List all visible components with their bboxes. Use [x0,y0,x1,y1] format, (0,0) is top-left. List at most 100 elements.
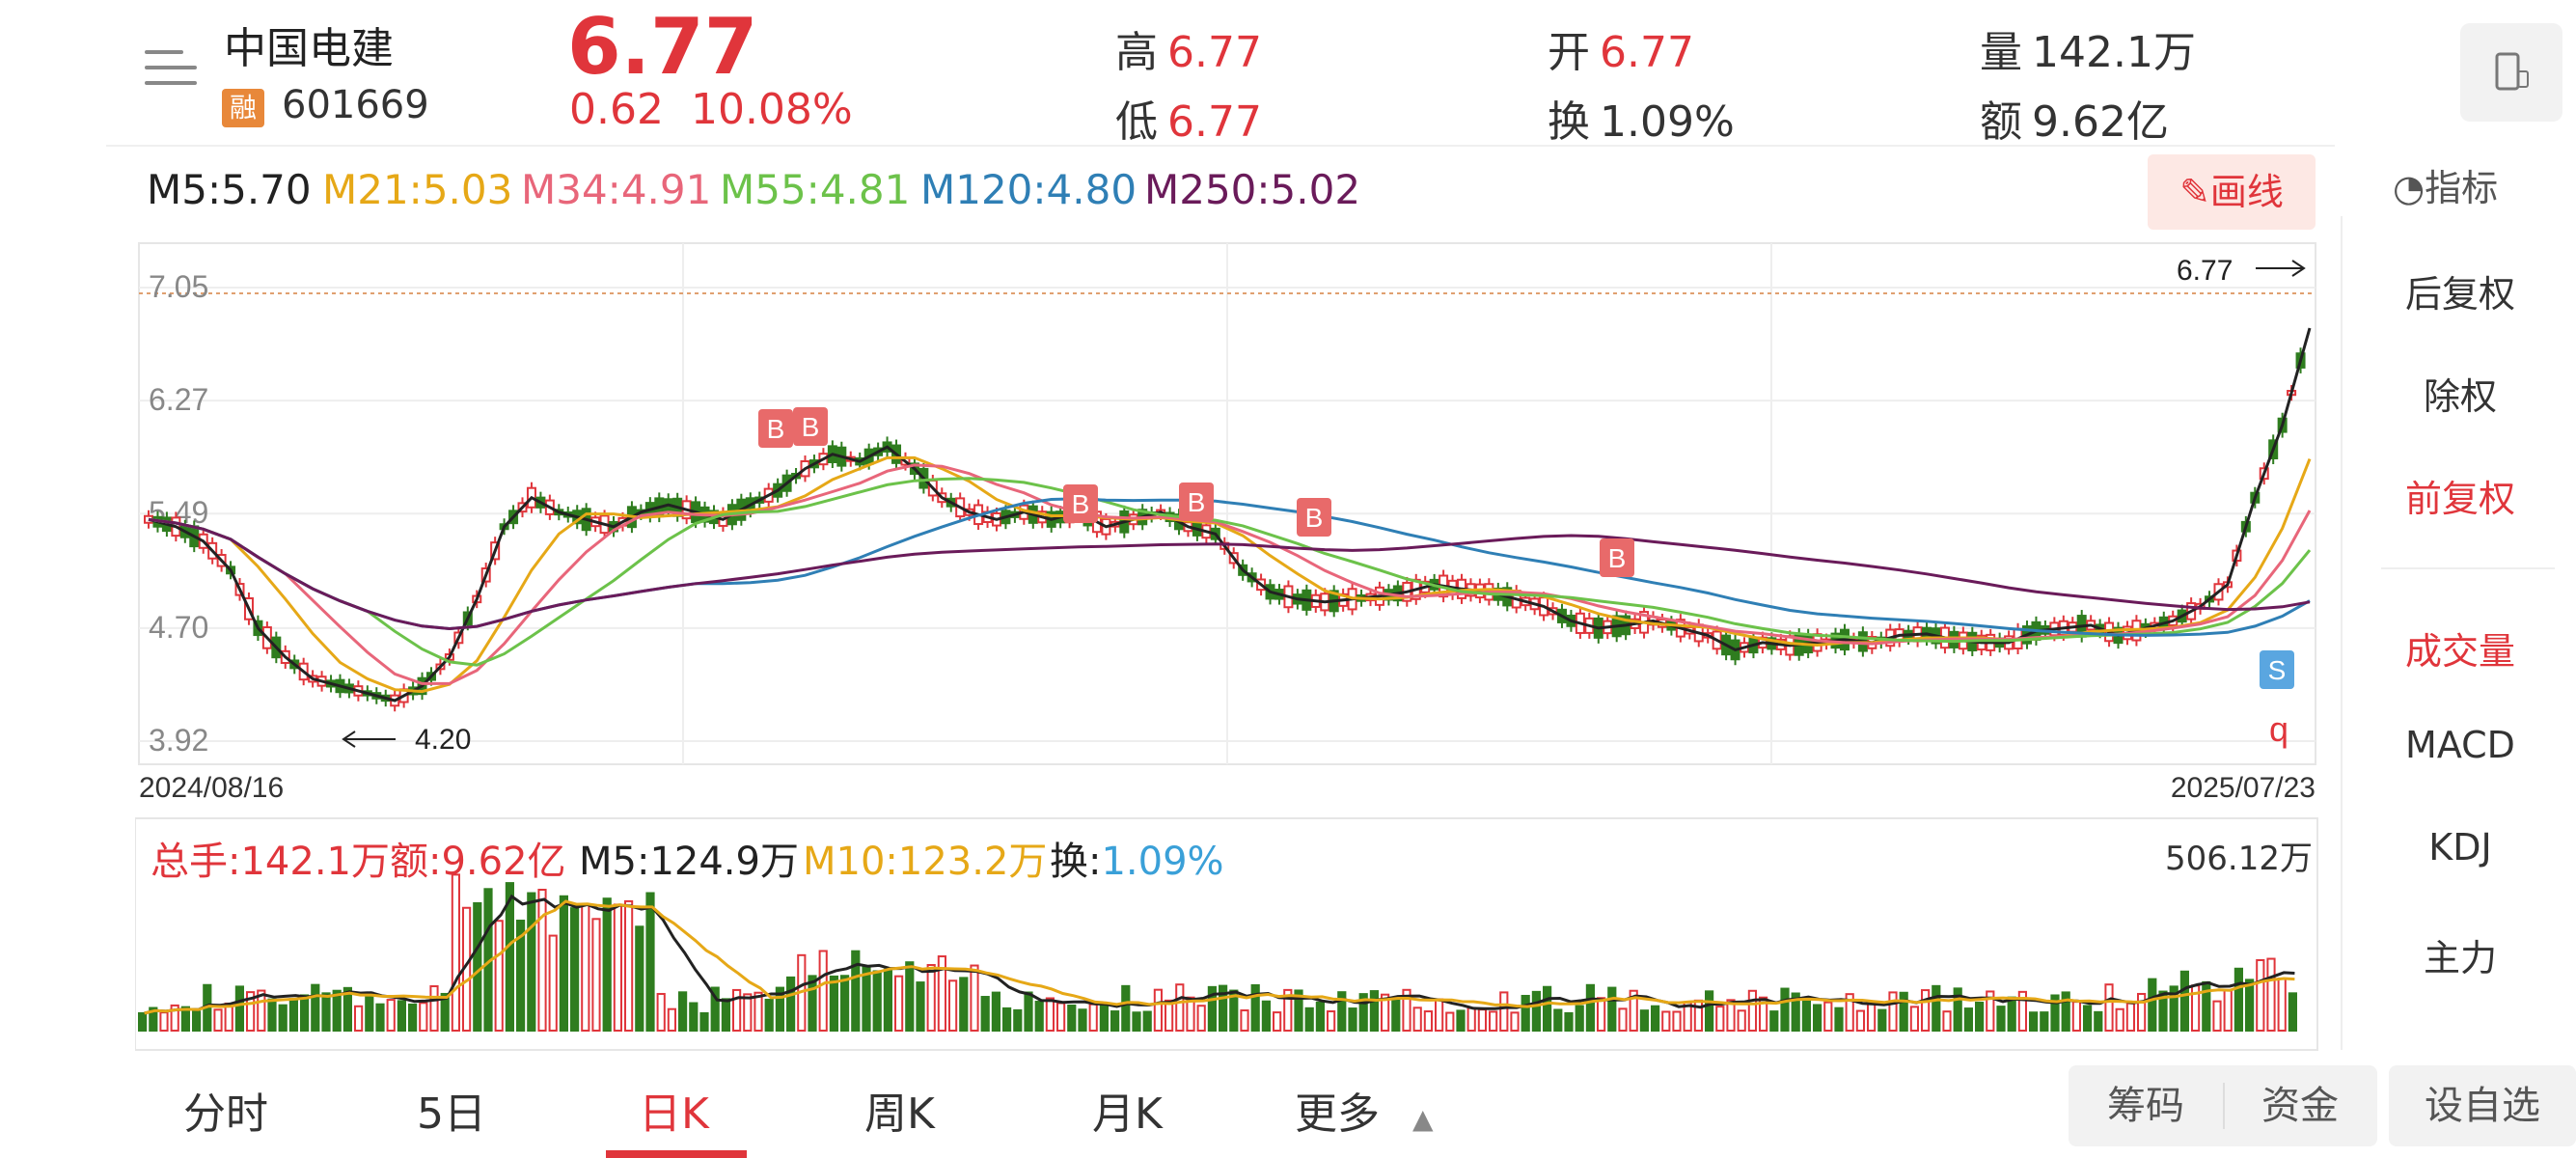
y-tick-label: 6.27 [149,382,208,417]
draw-line-label: 画线 [2209,171,2284,213]
rp-main-force[interactable]: 主力 [2423,937,2497,979]
high-stat: 高 6.77 [1115,28,1262,77]
volume-bar [527,892,536,1032]
draw-line-button[interactable]: ✎画线 [2148,154,2316,230]
ma-line [148,463,2312,685]
volume-bar [354,1005,364,1032]
volume-bar [1575,1005,1584,1032]
volume-bar [365,991,374,1032]
change-value: 0.62 [569,85,664,134]
volume-bar [1585,983,1596,1033]
ma-legend-item: M55:4.81 [720,166,911,213]
volume-bar [2137,992,2147,1032]
volume-bar [570,907,580,1032]
rp-ex-rights[interactable]: 除权 [2423,375,2497,418]
volume-bar [937,955,946,1033]
volume-bar [1510,1011,1520,1032]
volume-bar [1499,991,1509,1033]
volume-bar [894,975,904,1032]
volume-bar [591,918,601,1032]
volume-bar [1445,1011,1455,1033]
volume-bar [1661,1010,1671,1032]
volume-bar [1932,984,1941,1032]
volume-chart[interactable] [135,816,2325,1052]
margin-badge: 融 [222,89,264,127]
buy-marker-label: B [1188,487,1206,517]
x-end-label: 2025/07/23 [2171,772,2316,804]
volume-bar [343,986,353,1032]
buy-marker [1063,484,1098,523]
volume-bar [2169,985,2179,1032]
volume-bar [180,1006,190,1033]
rp-kdj[interactable]: KDJ [2428,826,2492,868]
volume-bar [548,934,558,1032]
device-rotate-button[interactable] [2460,23,2562,122]
rp-forward-adjust[interactable]: 前复权 [2404,478,2515,520]
volume-ma-line [144,899,2295,1015]
volume-bar [1921,989,1931,1032]
volume-bar [473,901,482,1032]
high-arrow [2256,260,2306,277]
funds-button[interactable]: 资金 [2261,1084,2339,1128]
menu-icon[interactable] [145,46,197,93]
tab-week-k[interactable]: 周K [864,1089,935,1139]
volume-bar [1045,997,1055,1032]
volume-bar [991,991,1000,1032]
volume-bar [419,1002,428,1032]
chips-button[interactable]: 筹码 [2107,1084,2184,1128]
volume-bar [311,983,320,1032]
volume-bar [2029,1011,2039,1032]
volume-ma-line [144,894,2295,1015]
volume-bar [1909,1006,1920,1033]
tab-intraday[interactable]: 分时 [183,1089,268,1139]
ma-line [148,497,2311,637]
volume-bar [624,899,634,1033]
volume-bar [213,1008,223,1032]
volume-bar [1845,993,1854,1032]
tab-5day[interactable]: 5日 [417,1089,486,1139]
volume-bar [970,964,979,1032]
volume-bar [332,989,342,1032]
rp-volume[interactable]: 成交量 [2404,630,2515,673]
volume-bar [386,999,396,1032]
tab-month-k[interactable]: 月K [1092,1089,1163,1139]
low-arrow [342,731,396,748]
indicator-title[interactable]: ◔指标 [2393,167,2499,209]
volume-bar [1769,1010,1779,1033]
y-tick-label: 4.70 [149,610,208,645]
low-annotation: 4.20 [415,724,471,756]
volume-bar [159,1011,169,1033]
volume-bar [1002,1006,1012,1032]
buy-marker [758,409,793,448]
x-start-label: 2024/08/16 [139,772,284,804]
rp-backward-adjust[interactable]: 后复权 [2404,273,2515,316]
volume-bar [1067,1005,1077,1032]
volume-bar [2266,957,2276,1033]
volume-bar [1219,984,1228,1033]
volume-bar [1381,993,1390,1033]
volume-bar [278,1004,288,1033]
volume-bar [667,1007,676,1033]
add-watchlist-button[interactable]: 设自选 [2389,1065,2576,1146]
volume-bar [2061,991,2070,1033]
volume-bar [1888,991,1898,1032]
volume-bar [1273,1011,1282,1032]
volume-bar [2125,1002,2136,1032]
volume-bar [1250,983,1260,1032]
tab-day-k[interactable]: 日K [639,1089,709,1139]
rp-macd[interactable]: MACD [2405,724,2515,766]
volume-bar [2040,1011,2049,1032]
buy-marker-label: B [767,414,785,444]
volume-bar [2256,958,2265,1032]
y-tick-label: 3.92 [149,723,208,758]
volume-bar [764,998,774,1033]
volume-bar [375,1003,385,1032]
volume-bar [321,992,331,1033]
tab-more[interactable]: 更多 ▲ [1295,1089,1434,1139]
right-panel: 后复权 除权 前复权 成交量 MACD KDJ 主力 [2341,216,2576,1050]
amount-stat: 额 9.62亿 [1980,97,2169,147]
volume-bar [1986,990,1995,1032]
volume-bar [494,920,504,1032]
ma-line [148,455,2312,694]
